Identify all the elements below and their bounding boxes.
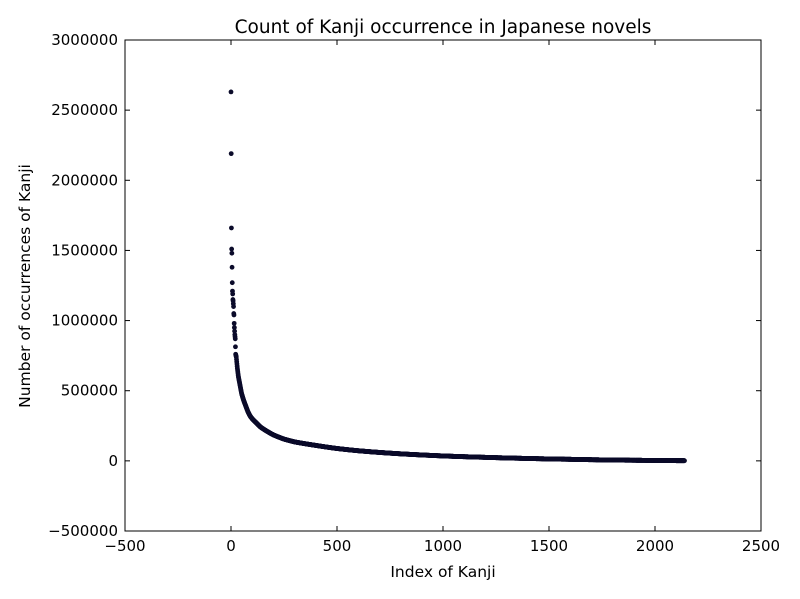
data-points <box>228 89 687 464</box>
data-point <box>232 336 238 342</box>
data-point <box>229 250 235 256</box>
ticks: −500 0 500 1000 1500 2000 2500 −500000 0 500000 10… <box>48 31 780 555</box>
y-tick-label: 0 <box>108 452 118 470</box>
x-tick-label: 1000 <box>424 537 462 555</box>
plot-frame <box>124 39 762 532</box>
data-point <box>231 325 237 330</box>
x-tick-label: 2500 <box>742 537 780 555</box>
data-point <box>232 328 238 334</box>
y-tick-label: 3000000 <box>51 31 118 49</box>
x-tick-label: 0 <box>226 537 236 555</box>
y-tick-label: 1500000 <box>51 241 118 259</box>
data-point <box>229 246 235 252</box>
y-tick-label: 500000 <box>61 382 118 400</box>
data-point <box>231 312 237 318</box>
data-point <box>228 151 234 157</box>
y-tick-label: 1000000 <box>51 312 118 330</box>
chart-title: Count of Kanji occurrence in Japanese no… <box>235 17 652 38</box>
data-point <box>230 291 236 297</box>
y-tick-label: −500000 <box>48 522 118 540</box>
y-axis-label: Number of occurrences of Kanji <box>16 164 34 408</box>
data-point <box>229 264 235 270</box>
x-tick-label: −500 <box>104 537 145 555</box>
x-tick-label: 1500 <box>530 537 568 555</box>
data-point <box>229 280 235 286</box>
data-point <box>682 458 687 464</box>
data-point <box>229 225 234 231</box>
x-axis-label: Index of Kanji <box>390 563 495 581</box>
x-tick-label: 2000 <box>636 537 674 555</box>
data-point <box>228 89 234 95</box>
x-tick-label: 500 <box>323 537 352 555</box>
y-tick-label: 2500000 <box>51 101 118 119</box>
data-point <box>231 304 236 309</box>
data-point <box>231 320 237 326</box>
data-point <box>233 344 238 350</box>
y-tick-label: 2000000 <box>51 171 118 189</box>
